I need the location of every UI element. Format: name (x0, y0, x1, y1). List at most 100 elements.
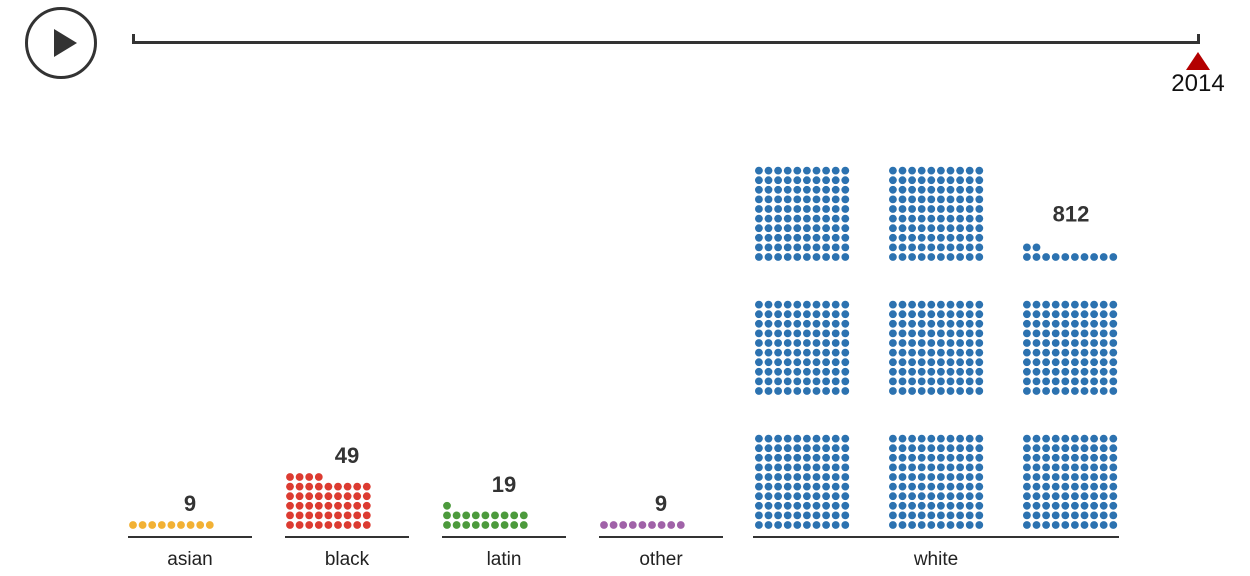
dot-white (831, 377, 840, 386)
dot-white (889, 521, 897, 529)
dot-white (889, 176, 897, 185)
dot-white (831, 185, 840, 194)
dot-white (956, 195, 964, 204)
dot-white (1042, 444, 1050, 453)
dot-white (917, 482, 926, 491)
dot-white (1071, 329, 1079, 338)
dot-white (774, 434, 782, 443)
dot-white (755, 233, 763, 242)
dot-white (956, 243, 964, 252)
dot-white (975, 377, 984, 386)
dot-white (965, 310, 974, 319)
dot-white (889, 501, 897, 510)
dot-latin (471, 511, 480, 520)
dot-black (334, 501, 342, 510)
dot-white (764, 233, 773, 242)
dot-white (1099, 492, 1108, 501)
dot-white (965, 473, 974, 481)
dot-white (1051, 367, 1060, 376)
dot-white (898, 482, 907, 491)
dot-white (927, 511, 936, 520)
dot-white (965, 300, 974, 309)
timeline-track[interactable] (132, 41, 1200, 44)
dot-white (975, 329, 984, 338)
dot-white (831, 319, 840, 328)
dot-white (793, 224, 802, 233)
dot-white (783, 444, 792, 453)
dot-white (937, 253, 945, 261)
dot-white (1090, 358, 1098, 367)
dot-white (812, 492, 821, 501)
dot-white (889, 319, 897, 328)
dot-white (1032, 387, 1041, 395)
dot-black (305, 521, 314, 529)
dot-white (755, 166, 763, 175)
dot-white (975, 434, 984, 443)
dot-black (362, 501, 371, 510)
dot-white (937, 501, 945, 510)
dot-white (1061, 253, 1070, 261)
dot-white (755, 358, 763, 367)
dot-white (975, 176, 984, 185)
dot-white (793, 185, 802, 194)
dot-white (1099, 377, 1108, 386)
dot-white (793, 166, 802, 175)
dot-white (1090, 319, 1098, 328)
dot-white (1023, 492, 1031, 501)
dot-white (793, 300, 802, 309)
dot-white (908, 339, 916, 347)
dot-black (305, 473, 314, 481)
dot-white (1032, 511, 1041, 520)
dot-white (927, 253, 936, 261)
dot-latin (510, 511, 519, 520)
dot-white (975, 214, 984, 223)
dot-white (937, 166, 945, 175)
dot-white (1051, 473, 1060, 481)
dot-white (774, 473, 782, 481)
timeline-slider[interactable] (132, 34, 1200, 46)
dot-white (831, 453, 840, 462)
dot-white (764, 243, 773, 252)
dot-white (1099, 367, 1108, 376)
dot-white (783, 243, 792, 252)
dot-white (937, 387, 945, 395)
dot-white (1023, 521, 1031, 529)
dot-white (927, 166, 936, 175)
dot-white (793, 358, 802, 367)
dot-white (755, 195, 763, 204)
dot-white (965, 224, 974, 233)
dot-black (286, 511, 294, 520)
dot-white (764, 185, 773, 194)
dot-white (783, 367, 792, 376)
dot-white (1042, 511, 1050, 520)
dot-white (917, 243, 926, 252)
dot-white (908, 463, 916, 472)
dot-white (1090, 473, 1098, 481)
dot-white (927, 319, 936, 328)
dot-white (1099, 319, 1108, 328)
dot-white (803, 482, 811, 491)
dot-white (1023, 473, 1031, 481)
dot-white (822, 521, 830, 529)
dot-white (927, 176, 936, 185)
dot-other (638, 521, 647, 529)
dot-white (793, 205, 802, 213)
dot-white (783, 176, 792, 185)
play-button[interactable] (25, 7, 97, 79)
dot-white (908, 521, 916, 529)
dot-white (956, 214, 964, 223)
dot-white (764, 176, 773, 185)
dot-white (1071, 521, 1079, 529)
dot-latin (519, 521, 528, 529)
dot-white (774, 319, 782, 328)
dot-white (937, 243, 945, 252)
dot-white (822, 501, 830, 510)
dot-white (946, 473, 955, 481)
dot-white (841, 377, 850, 386)
year-marker-icon[interactable] (1186, 52, 1210, 70)
dot-white (908, 300, 916, 309)
dot-white (812, 310, 821, 319)
dot-white (937, 521, 945, 529)
dot-black (353, 521, 362, 529)
dot-white (774, 195, 782, 204)
